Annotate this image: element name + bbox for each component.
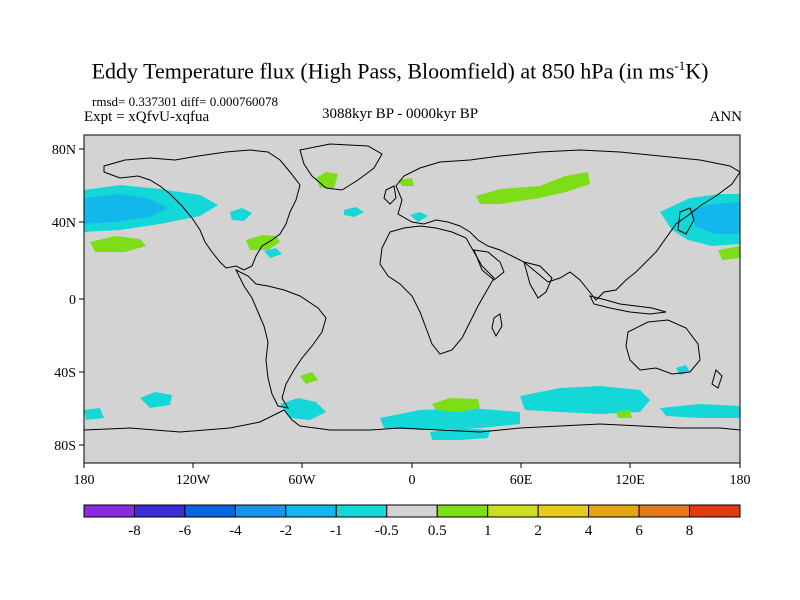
- lat-label-40s: 40S: [54, 366, 76, 381]
- anomaly-cyan-s-ocean-indian: [380, 408, 520, 430]
- coast-uk: [383, 185, 397, 205]
- colorbar-label-9: 4: [585, 523, 593, 539]
- lon-label-60e: 60E: [510, 473, 533, 488]
- colorbar: [83, 504, 741, 518]
- anomaly-blue-n-pacific-west: [84, 194, 168, 224]
- colorbar-labels: -8 -6 -4 -2 -1 -0.5 0.5 1 2 4 6 8: [128, 523, 693, 539]
- lat-label-80s: 80S: [54, 439, 76, 454]
- plot-title: Eddy Temperature flux (High Pass, Bloomf…: [91, 58, 709, 84]
- colorbar-label-2: -4: [229, 523, 242, 539]
- experiment-label: Expt = xQfvU-xqfua: [84, 109, 210, 125]
- colorbar-box-5: [335, 504, 388, 518]
- colorbar-label-1: -6: [179, 523, 192, 539]
- colorbar-label-7: 1: [484, 523, 492, 539]
- colorbar-label-10: 6: [635, 523, 643, 539]
- coast-madagascar: [491, 313, 503, 338]
- lon-label-0: 0: [409, 473, 416, 488]
- coast-new-zealand: [711, 369, 723, 389]
- anomaly-blue-n-pacific-east: [690, 202, 740, 234]
- anomaly-cyan-s-ocean-atlantic: [280, 398, 326, 420]
- colorbar-box-9: [537, 504, 590, 518]
- colorbar-box-4: [285, 504, 337, 518]
- anomaly-green-n-pacific-east: [718, 246, 740, 260]
- colorbar-box-1: [133, 504, 186, 518]
- anomaly-green-scandinavia: [398, 178, 414, 186]
- anomaly-green-s-atlantic: [300, 372, 318, 384]
- lon-label-180e: 180: [730, 473, 751, 488]
- anomaly-cyan-atlantic-1: [230, 208, 252, 221]
- anomaly-green-us-east: [246, 235, 280, 250]
- coast-north-america: [103, 149, 301, 271]
- anomaly-cyan-s-ocean-west: [84, 408, 104, 420]
- anomaly-cyan-s-pacific: [140, 392, 172, 408]
- coast-greenland: [299, 143, 383, 191]
- coast-south-america: [234, 268, 327, 409]
- colorbar-label-4: -1: [330, 523, 343, 539]
- colorbar-box-2: [184, 504, 236, 518]
- anomaly-cyan-atlantic-2: [344, 207, 364, 217]
- colorbar-label-6: 0.5: [428, 523, 447, 539]
- coast-africa: [379, 225, 495, 355]
- anomaly-green-s-ocean-east: [616, 410, 632, 418]
- anomaly-green-s-indian: [432, 398, 480, 412]
- lon-ticks: [83, 463, 741, 468]
- coast-antarctica: [84, 409, 740, 433]
- colorbar-box-6: [386, 504, 438, 518]
- lon-label-60w: 60W: [288, 473, 316, 488]
- colorbar-label-0: -8: [128, 523, 141, 539]
- lon-label-180w: 180: [74, 473, 95, 488]
- colorbar-box-0: [83, 504, 135, 518]
- anomaly-cyan-mediterranean: [410, 212, 428, 222]
- season-label: ANN: [709, 109, 743, 125]
- anomaly-cyan-s-ocean-east: [520, 386, 650, 414]
- coast-japan: [677, 207, 695, 235]
- lat-label-0: 0: [69, 293, 76, 308]
- anomaly-green-n-pacific-west: [90, 236, 146, 252]
- coast-india: [523, 261, 553, 299]
- coastlines: [84, 143, 740, 433]
- coast-eurasia: [395, 149, 740, 301]
- period-label: 3088kyr BP - 0000kyr BP: [321, 106, 479, 122]
- colorbar-box-7: [436, 504, 489, 518]
- lat-label-80n: 80N: [52, 143, 76, 158]
- colorbar-box-3: [234, 504, 287, 518]
- lat-labels: 80N 40N 0 40S 80S: [52, 143, 76, 454]
- colorbar-box-11: [638, 504, 691, 518]
- colorbar-label-5: -0.5: [375, 523, 399, 539]
- coast-indonesia: [589, 295, 667, 315]
- lon-label-120e: 120E: [615, 473, 645, 488]
- lat-ticks: [79, 148, 84, 446]
- colorbar-label-8: 2: [534, 523, 542, 539]
- rmsd-diff-text: rmsd= 0.337301 diff= 0.000760078: [92, 94, 278, 109]
- colorbar-box-12: [689, 504, 741, 518]
- anomaly-cyan-s-ocean-east-2: [660, 404, 740, 418]
- coast-australia: [625, 319, 701, 375]
- colorbar-label-3: -2: [280, 523, 293, 539]
- colorbar-label-11: 8: [686, 523, 694, 539]
- colorbar-box-10: [588, 504, 640, 518]
- anomaly-green-siberia: [476, 172, 590, 204]
- lon-label-120w: 120W: [176, 473, 211, 488]
- lon-labels: 180 120W 60W 0 60E 120E 180: [74, 473, 751, 488]
- anomaly-fields: [84, 172, 740, 440]
- anomaly-cyan-antarctic-coast: [430, 428, 490, 440]
- coast-arabia: [473, 249, 505, 281]
- lat-label-40n: 40N: [52, 216, 76, 231]
- anomaly-cyan-gulf-stream: [264, 248, 282, 258]
- colorbar-box-8: [487, 504, 539, 518]
